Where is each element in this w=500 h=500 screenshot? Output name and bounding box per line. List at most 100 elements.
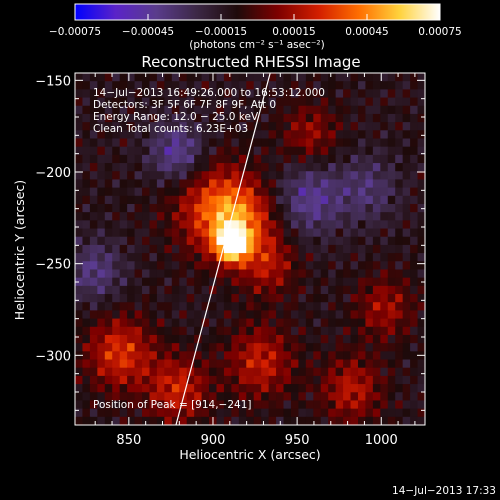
heatmap-cell <box>246 89 255 99</box>
heatmap-cell <box>209 351 218 361</box>
heatmap-cell <box>164 113 173 123</box>
heatmap-cell <box>216 228 225 238</box>
heatmap-cell <box>357 285 367 295</box>
heatmap-cell <box>164 236 173 246</box>
heatmap-cell <box>179 318 188 328</box>
heatmap-cell <box>216 97 225 107</box>
heatmap-cell <box>253 408 262 418</box>
heatmap-cell <box>216 392 225 402</box>
heatmap-cell <box>268 179 277 189</box>
heatmap-cell <box>149 269 158 279</box>
heatmap-cell <box>156 375 165 385</box>
heatmap-cell <box>328 228 337 238</box>
heatmap-cell <box>127 105 136 115</box>
heatmap-cell <box>216 179 225 189</box>
y-tick-label: −200 <box>35 166 71 181</box>
heatmap-cell <box>253 375 262 385</box>
heatmap-cell <box>238 351 247 361</box>
heatmap-cell <box>104 179 113 189</box>
heatmap-cell <box>335 343 344 352</box>
heatmap-cell <box>268 73 277 82</box>
heatmap-cell <box>134 195 143 205</box>
heatmap-cell <box>194 203 203 213</box>
heatmap-cell <box>186 310 195 320</box>
heatmap-cell <box>238 163 247 172</box>
heatmap-cell <box>223 392 232 402</box>
heatmap-cell <box>223 375 232 385</box>
heatmap-cell <box>290 89 300 99</box>
heatmap-cell <box>357 154 367 164</box>
colorbar-tick-label: −0.00015 <box>195 26 247 38</box>
heatmap-cell <box>357 138 367 148</box>
heatmap-cell <box>97 138 106 148</box>
heatmap-cell <box>402 81 411 90</box>
heatmap-cell <box>261 220 270 230</box>
heatmap-cell <box>97 97 106 107</box>
heatmap-cell <box>343 81 352 90</box>
heatmap-cell <box>119 163 128 172</box>
heatmap-cell <box>134 212 143 221</box>
heatmap-cell <box>119 400 128 410</box>
heatmap-cell <box>380 130 389 140</box>
heatmap-cell <box>410 277 419 287</box>
heatmap-cell <box>402 146 411 156</box>
heatmap-cell <box>402 244 411 254</box>
heatmap-cell <box>97 359 106 369</box>
heatmap-cell <box>194 351 203 361</box>
heatmap-cell <box>298 261 307 271</box>
heatmap-cell <box>112 318 121 328</box>
heatmap-cell <box>179 228 188 238</box>
heatmap-cell <box>97 130 106 140</box>
heatmap-cell <box>290 163 300 172</box>
heatmap-cell <box>97 163 106 172</box>
heatmap-cell <box>343 302 352 311</box>
heatmap-cell <box>298 334 307 344</box>
heatmap-cell <box>238 228 247 238</box>
heatmap-cell <box>372 318 381 328</box>
heatmap-cell <box>97 375 106 385</box>
heatmap-cell <box>343 220 352 230</box>
heatmap-cell <box>216 367 225 377</box>
heatmap-cell <box>313 195 322 205</box>
heatmap-cell <box>223 236 232 246</box>
heatmap-cell <box>82 400 91 410</box>
heatmap-cell <box>89 220 98 230</box>
heatmap-cell <box>156 179 165 189</box>
heatmap-cell <box>387 334 396 344</box>
heatmap-cell <box>343 228 352 238</box>
heatmap-cell <box>75 195 84 205</box>
heatmap-cell <box>283 187 292 197</box>
heatmap-cell <box>350 195 359 205</box>
heatmap-cell <box>216 220 225 230</box>
heatmap-cell <box>246 220 255 230</box>
heatmap-cell <box>209 122 218 131</box>
heatmap-cell <box>343 384 352 393</box>
heatmap-cell <box>305 277 314 287</box>
heatmap-cell <box>417 244 425 254</box>
heatmap-cell <box>119 146 128 156</box>
heatmap-cell <box>201 244 210 254</box>
heatmap-cell <box>134 277 143 287</box>
heatmap-cell <box>201 253 210 262</box>
heatmap-cell <box>209 163 218 172</box>
heatmap-cell <box>283 97 292 107</box>
heatmap-cell <box>365 105 374 115</box>
heatmap-cell <box>313 367 322 377</box>
heatmap-cell <box>194 384 203 393</box>
heatmap-cell <box>179 105 188 115</box>
heatmap-cell <box>313 310 322 320</box>
heatmap-cell <box>186 89 195 99</box>
heatmap-cell <box>395 105 404 115</box>
heatmap-cell <box>343 400 352 410</box>
heatmap-cell <box>134 253 143 262</box>
heatmap-cell <box>387 318 396 328</box>
heatmap-cell <box>268 269 277 279</box>
heatmap-cell <box>223 195 232 205</box>
heatmap-cell <box>209 375 218 385</box>
heatmap-cell <box>89 277 98 287</box>
heatmap-cell <box>357 400 367 410</box>
heatmap-cell <box>268 244 277 254</box>
heatmap-cell <box>276 81 285 90</box>
heatmap-cell <box>104 253 113 262</box>
heatmap-cell <box>186 351 195 361</box>
